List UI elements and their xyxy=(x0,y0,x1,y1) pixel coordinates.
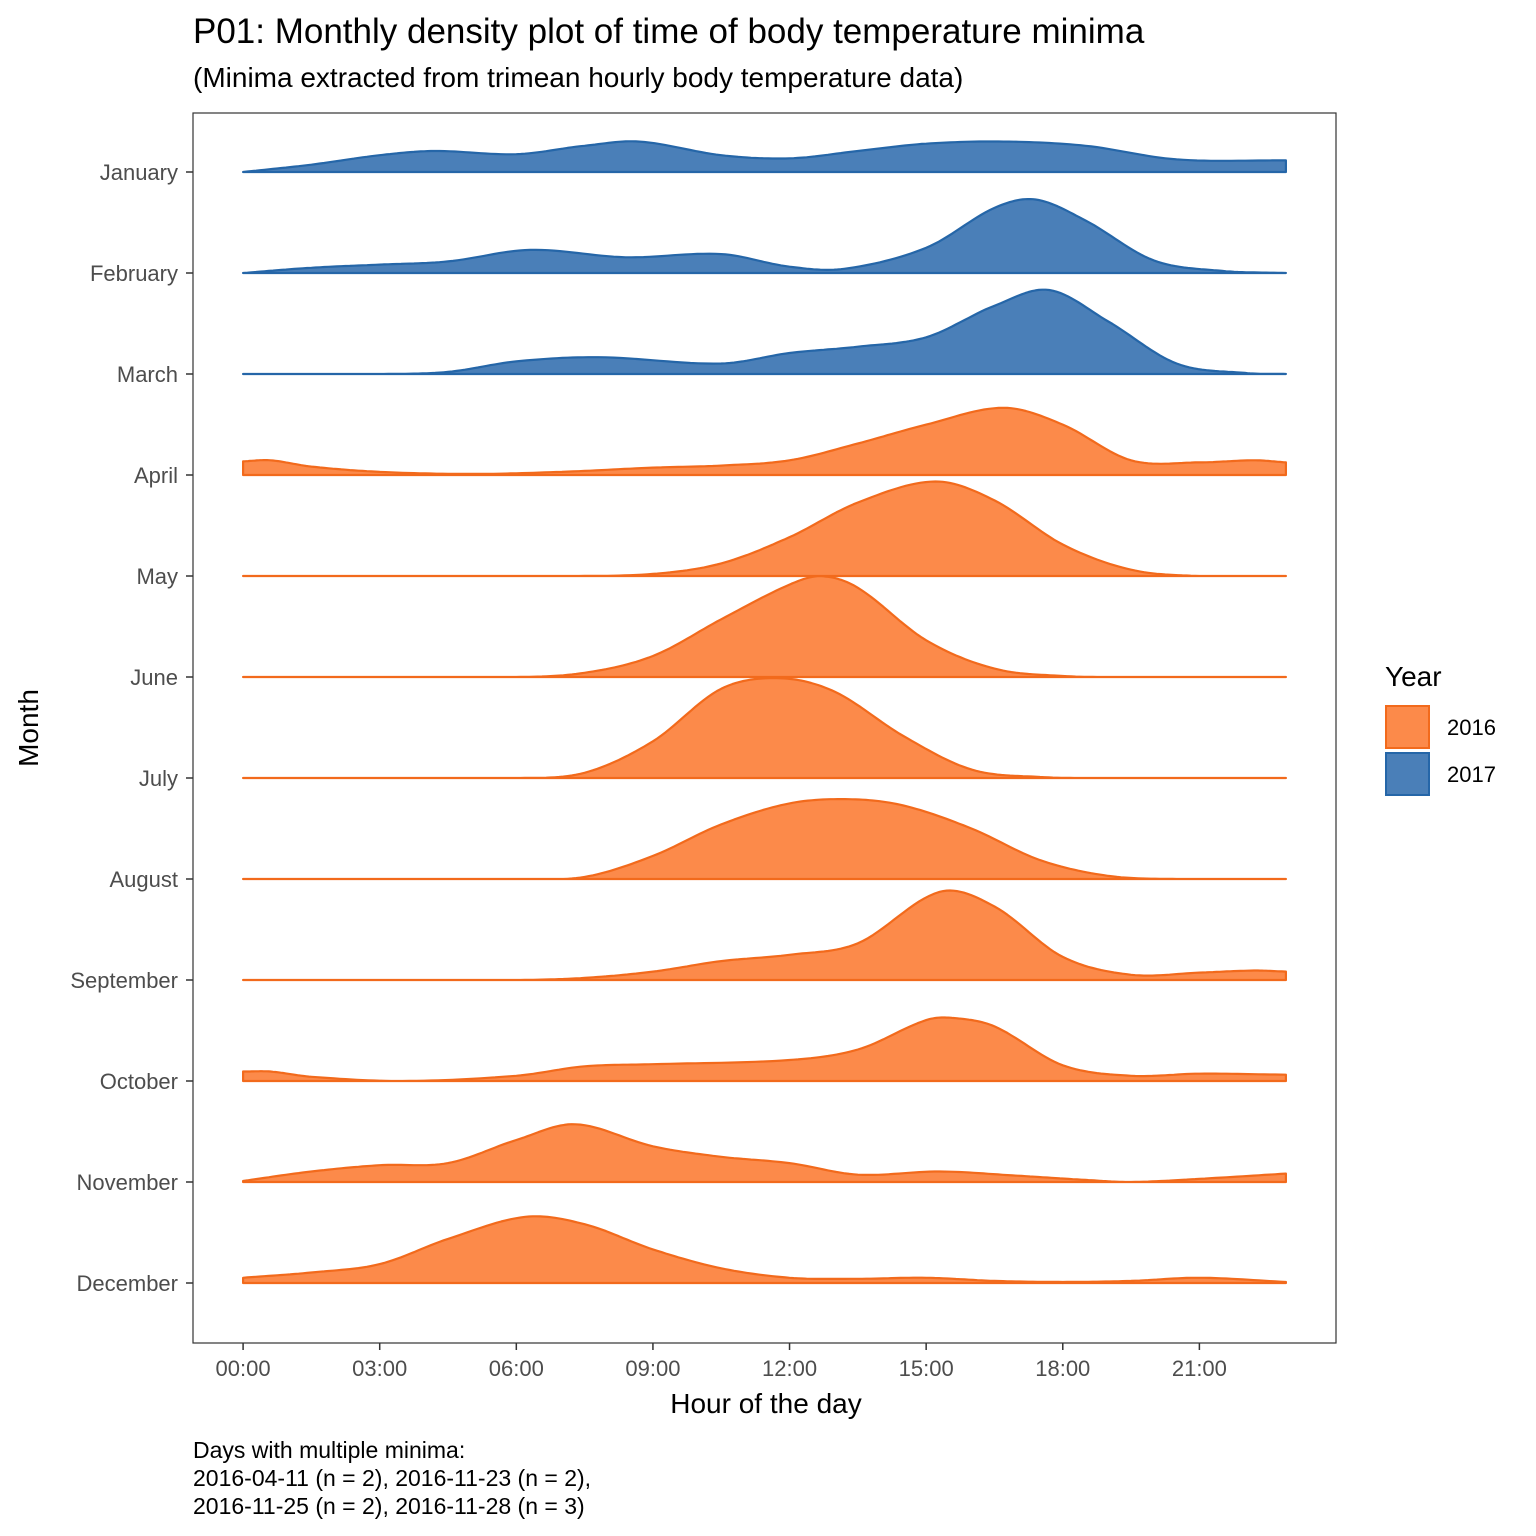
legend-label-2017: 2017 xyxy=(1447,762,1496,787)
y-axis-title: Month xyxy=(13,689,44,767)
ridge-january xyxy=(242,140,1287,174)
legend-key-2016 xyxy=(1385,705,1430,749)
ridge-june xyxy=(242,575,1287,679)
legend-entries: 2016 2017 xyxy=(1385,705,1496,796)
caption: Days with multiple minima: 2016-04-11 (n… xyxy=(193,1436,591,1520)
y-tick-label: June xyxy=(130,665,178,690)
legend-key-2017 xyxy=(1385,752,1430,796)
y-tick-label: April xyxy=(134,463,178,488)
caption-line: 2016-11-25 (n = 2), 2016-11-28 (n = 3) xyxy=(193,1493,585,1519)
y-tick-label: May xyxy=(136,564,178,589)
legend-label-2016: 2016 xyxy=(1447,715,1496,740)
y-tick-label: February xyxy=(90,261,178,286)
y-tick-label: January xyxy=(100,160,178,185)
x-axis: 00:00 03:00 06:00 09:00 12:00 15:00 18:00 21:00 xyxy=(216,1343,1227,1381)
ridge-november xyxy=(242,1123,1287,1184)
x-tick-label: 15:00 xyxy=(899,1356,954,1381)
ridge-july xyxy=(242,677,1287,780)
caption-line: 2016-04-11 (n = 2), 2016-11-23 (n = 2), xyxy=(193,1465,592,1491)
x-tick-label: 18:00 xyxy=(1035,1356,1090,1381)
ridge-october xyxy=(242,1016,1287,1083)
y-tick-label: November xyxy=(77,1170,178,1195)
y-tick-label: July xyxy=(139,766,178,791)
y-tick-label: March xyxy=(117,362,178,387)
ridge-february xyxy=(242,198,1287,275)
caption-line: Days with multiple minima: xyxy=(193,1437,466,1463)
x-tick-label: 06:00 xyxy=(489,1356,544,1381)
ridge-december xyxy=(242,1215,1287,1285)
y-tick-label: December xyxy=(77,1271,178,1296)
ridge-may xyxy=(242,480,1287,578)
x-tick-label: 21:00 xyxy=(1172,1356,1227,1381)
ridge-layer xyxy=(242,140,1287,1285)
ridge-september xyxy=(242,889,1287,982)
legend-title: Year xyxy=(1385,661,1442,692)
x-tick-label: 00:00 xyxy=(216,1356,271,1381)
x-tick-label: 03:00 xyxy=(352,1356,407,1381)
plot-panel-border xyxy=(192,112,1337,1344)
ridge-august xyxy=(242,798,1287,881)
x-tick-label: 09:00 xyxy=(625,1356,680,1381)
x-tick-label: 12:00 xyxy=(762,1356,817,1381)
x-axis-title: Hour of the day xyxy=(670,1388,861,1419)
chart-subtitle: (Minima extracted from trimean hourly bo… xyxy=(193,62,964,93)
chart-title: P01: Monthly density plot of time of bod… xyxy=(193,12,1145,51)
legend: Year 2016 2017 xyxy=(1385,661,1496,796)
y-axis: January February March April May June July Augu… xyxy=(70,160,193,1296)
y-tick-label: October xyxy=(100,1069,178,1094)
ridge-march xyxy=(242,288,1287,376)
y-tick-label: August xyxy=(110,867,179,892)
ridge-april xyxy=(242,406,1287,477)
y-tick-label: September xyxy=(70,968,178,993)
